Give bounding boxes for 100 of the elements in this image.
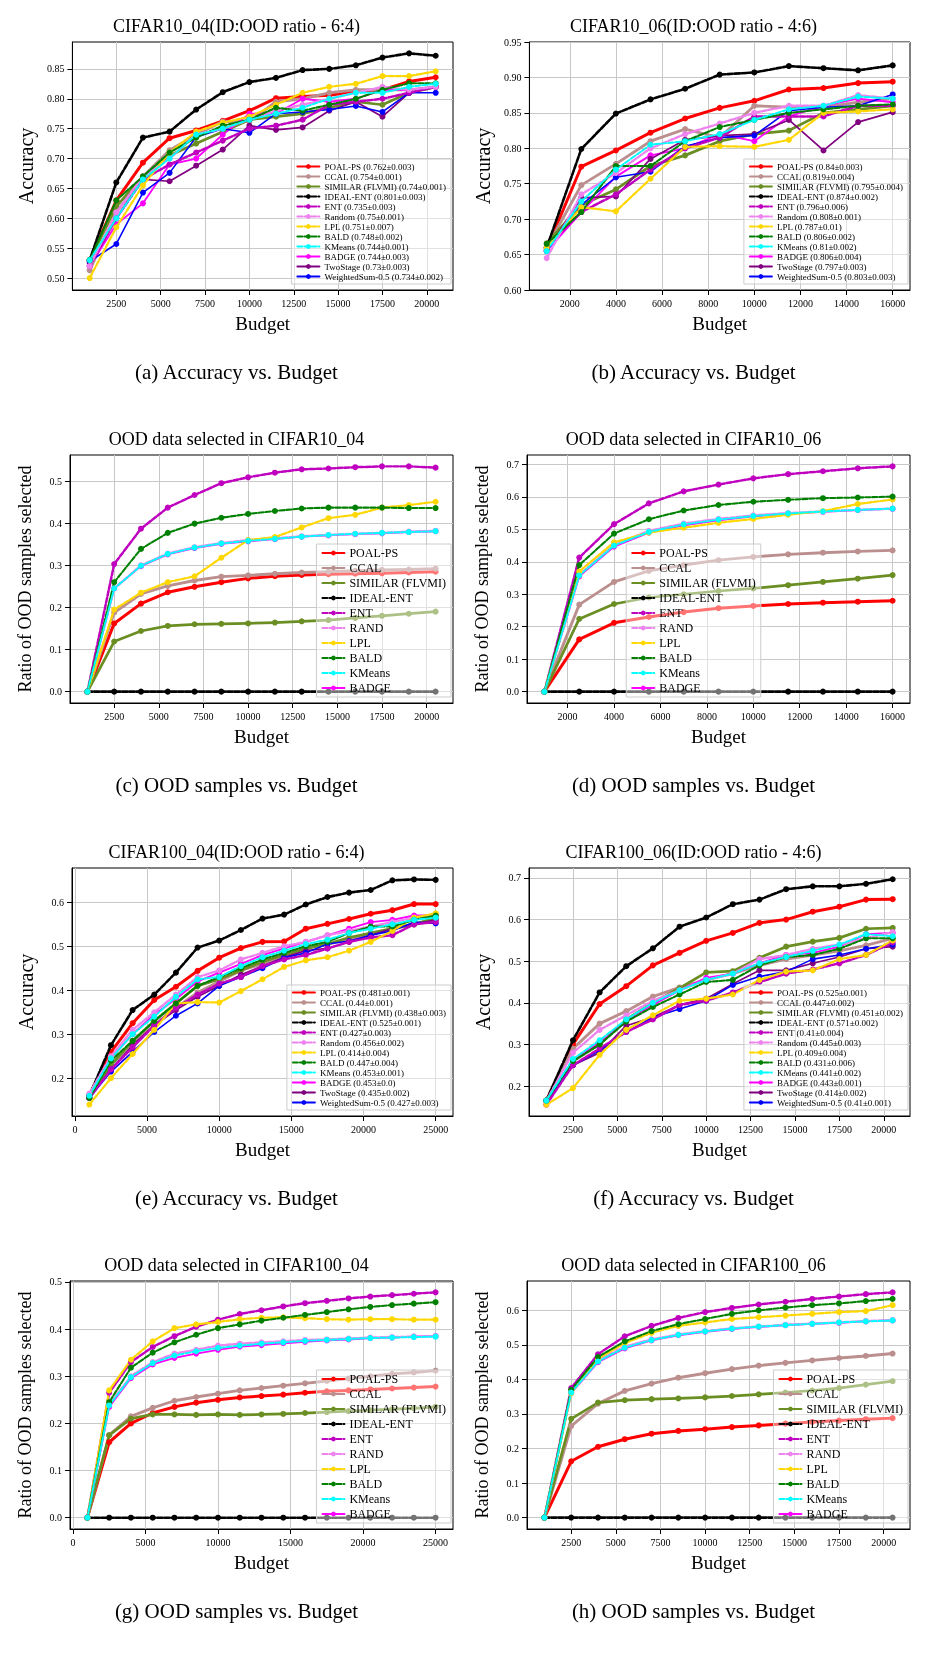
- x-tick-label: 10000: [740, 710, 766, 722]
- x-tick-label: 2000: [559, 297, 580, 309]
- legend-label: BADGE (0.443±0.001): [776, 1077, 862, 1088]
- x-tick-label: 25000: [423, 1536, 449, 1548]
- x-tick-label: 15000: [278, 1536, 304, 1548]
- legend-label: KMeans (0.81±0.002): [776, 241, 857, 252]
- legend-label: KMeans: [806, 1492, 848, 1506]
- y-tick-label: 0.2: [508, 1080, 521, 1092]
- legend-label: BALD (0.748±0.002): [324, 231, 403, 242]
- y-tick-label: 0.1: [506, 653, 519, 665]
- y-tick-label: 0.0: [49, 686, 62, 698]
- legend-label: CCAL (0.447±0.002): [776, 997, 855, 1008]
- x-axis-title: Budget: [692, 313, 748, 334]
- legend-label: RAND: [806, 1447, 841, 1461]
- legend-label: IDEAL-ENT: [659, 591, 724, 605]
- legend-label: LPL (0.409±0.004): [776, 1047, 847, 1058]
- legend-label: KMeans: [349, 1492, 391, 1506]
- chart-title: OOD data selected in CIFAR10_04: [108, 429, 365, 449]
- y-tick-label: 0.4: [51, 984, 64, 996]
- legend-label: SIMILAR (FLVMI) (0.451±0.002): [776, 1007, 903, 1018]
- y-tick-label: 0.1: [49, 644, 62, 656]
- legend-label: BADGE (0.453±0.0): [319, 1077, 396, 1088]
- legend-label: LPL (0.414±0.004): [319, 1047, 390, 1058]
- legend-label: IDEAL-ENT (0.801±0.003): [324, 191, 426, 202]
- legend-label: RAND: [349, 621, 384, 635]
- legend-label: SIMILAR (FLVMI) (0.438±0.003): [319, 1007, 446, 1018]
- legend-label: KMeans: [659, 666, 701, 680]
- legend-label: ENT (0.41±0.004): [776, 1027, 844, 1038]
- y-tick-label: 0.5: [49, 475, 62, 487]
- legend-label: LPL (0.751±0.007): [324, 221, 394, 232]
- x-tick-label: 14000: [833, 710, 859, 722]
- legend-label: BALD: [806, 1477, 840, 1491]
- x-tick-label: 12500: [280, 710, 306, 722]
- legend-label: BADGE: [349, 681, 391, 695]
- legend-label: BADGE: [806, 1507, 848, 1521]
- x-tick-label: 7500: [195, 297, 216, 309]
- x-tick-label: 10000: [692, 1536, 718, 1548]
- x-tick-label: 10000: [205, 1536, 231, 1548]
- text: (h) OOD samples vs. Budget: [570, 1599, 817, 1624]
- y-tick-label: 0.4: [506, 1373, 519, 1385]
- y-tick-label: 0.2: [506, 621, 519, 633]
- legend-label: Random (0.445±0.003): [776, 1037, 862, 1048]
- x-tick-label: 12000: [787, 710, 813, 722]
- x-tick-label: 6000: [652, 297, 673, 309]
- x-axis-title: Budget: [235, 313, 291, 334]
- x-tick-label: 10000: [235, 710, 261, 722]
- legend-label: BALD: [349, 1477, 383, 1491]
- y-tick-label: 0.0: [506, 686, 519, 698]
- legend-label: CCAL: [349, 1387, 382, 1401]
- x-tick-label: 10000: [741, 297, 767, 309]
- text: (f) Accuracy vs. Budget: [592, 1186, 795, 1211]
- y-axis-title: Ratio of OOD samples selected: [472, 1291, 492, 1519]
- legend-label: RAND: [659, 621, 694, 635]
- legend-label: TwoStage (0.414±0.002): [776, 1087, 867, 1098]
- legend-label: ENT (0.735±0.003): [324, 201, 396, 212]
- x-tick-label: 8000: [696, 710, 717, 722]
- legend-label: POAL-PS (0.525±0.001): [776, 987, 868, 998]
- y-tick-label: 0.3: [51, 1028, 64, 1040]
- legend-label: POAL-PS: [806, 1372, 856, 1386]
- legend-label: LPL: [806, 1462, 828, 1476]
- y-tick-label: 0.5: [506, 523, 519, 535]
- legend-label: POAL-PS (0.762±0.003): [324, 161, 415, 172]
- y-tick-label: 0.3: [506, 588, 519, 600]
- legend-label: POAL-PS (0.84±0.003): [776, 161, 863, 172]
- y-tick-label: 0.50: [46, 272, 65, 284]
- y-tick-label: 0.6: [51, 896, 64, 908]
- y-tick-label: 0.2: [506, 1443, 519, 1455]
- legend-label: KMeans: [349, 666, 391, 680]
- legend-label: WeightedSum-0.5 (0.41±0.001): [776, 1097, 892, 1108]
- y-tick-label: 0.5: [51, 940, 64, 952]
- y-tick-label: 0.5: [506, 1339, 519, 1351]
- x-tick-label: 16000: [880, 297, 906, 309]
- legend-label: CCAL (0.44±0.001): [319, 997, 393, 1008]
- legend-label: CCAL: [659, 561, 692, 575]
- x-tick-label: 15000: [781, 1536, 807, 1548]
- legend-label: SIMILAR (FLVMI): [349, 576, 446, 590]
- x-tick-label: 5000: [137, 1123, 158, 1135]
- legend-label: IDEAL-ENT (0.525±0.001): [319, 1017, 421, 1028]
- x-tick-label: 15000: [782, 1123, 808, 1135]
- y-tick-label: 0.4: [508, 997, 521, 1009]
- x-tick-label: 20000: [871, 1536, 897, 1548]
- legend-label: ENT: [806, 1432, 831, 1446]
- y-tick-label: 0.70: [503, 213, 522, 225]
- y-tick-label: 0.60: [46, 212, 65, 224]
- x-tick-label: 0: [70, 1536, 76, 1548]
- legend-label: TwoStage (0.73±0.003): [324, 261, 410, 272]
- chart-title: CIFAR100_04(ID:OOD ratio - 6:4): [108, 842, 365, 863]
- x-tick-label: 5000: [148, 710, 169, 722]
- y-tick-label: 0.3: [49, 1370, 62, 1382]
- y-axis-title: Accuracy: [15, 127, 38, 205]
- y-tick-label: 0.4: [49, 517, 62, 529]
- x-tick-label: 15000: [278, 1123, 304, 1135]
- legend-label: KMeans (0.744±0.001): [324, 241, 409, 252]
- x-tick-label: 14000: [834, 297, 860, 309]
- y-tick-label: 0.6: [506, 491, 519, 503]
- chart-title: OOD data selected in CIFAR100_06: [561, 1255, 826, 1275]
- x-tick-label: 25000: [423, 1123, 449, 1135]
- x-tick-label: 2500: [104, 710, 125, 722]
- legend-label: WeightedSum-0.5 (0.427±0.003): [319, 1097, 439, 1108]
- chart-title: OOD data selected in CIFAR10_06: [565, 429, 822, 449]
